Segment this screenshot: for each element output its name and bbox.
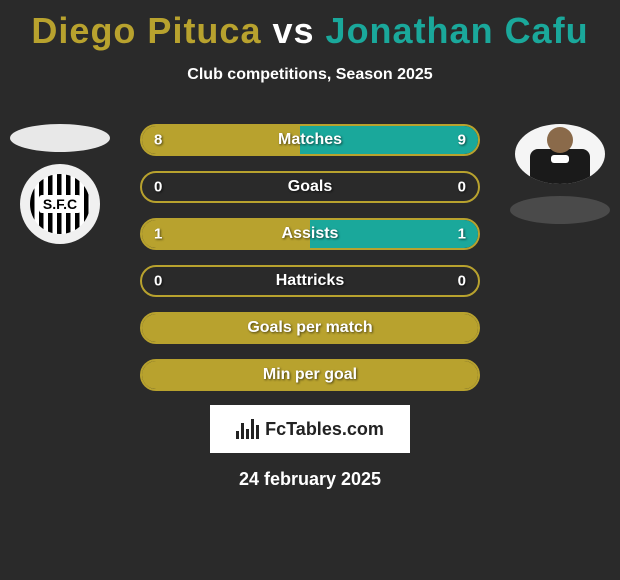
stat-value-left: 0 — [154, 179, 162, 196]
stat-value-left: 8 — [154, 132, 162, 149]
subtitle: Club competitions, Season 2025 — [0, 66, 620, 84]
stat-value-right: 9 — [458, 132, 466, 149]
player1-photo-placeholder — [10, 124, 110, 152]
player-silhouette-icon — [530, 149, 590, 184]
player2-club-placeholder — [510, 196, 610, 224]
stat-value-right: 1 — [458, 226, 466, 243]
stat-fill-left — [142, 126, 300, 154]
stat-label: Min per goal — [263, 366, 357, 384]
player1-name: Diego Pituca — [31, 10, 261, 51]
stat-row: 8 9 Matches — [140, 124, 480, 156]
stat-row: Min per goal — [140, 359, 480, 391]
vs-text: vs — [272, 10, 314, 51]
left-side-column: S.F.C — [10, 124, 110, 244]
stat-value-right: 0 — [458, 179, 466, 196]
stat-bars-container: 8 9 Matches 0 0 Goals 1 1 Assists 0 0 Hattricks Goal… — [140, 124, 480, 391]
player1-club-badge: S.F.C — [20, 164, 100, 244]
player2-photo — [515, 124, 605, 184]
stat-row: 0 0 Hattricks — [140, 265, 480, 297]
brand-chart-icon — [236, 419, 259, 439]
stat-value-left: 0 — [154, 273, 162, 290]
branding-box: FcTables.com — [210, 405, 410, 453]
stat-label: Assists — [282, 225, 339, 243]
date-text: 24 february 2025 — [0, 469, 620, 490]
stat-label: Goals per match — [247, 319, 372, 337]
comparison-title: Diego Pituca vs Jonathan Cafu — [0, 0, 620, 52]
stat-label: Hattricks — [276, 272, 344, 290]
content-area: S.F.C 8 9 Matches 0 0 Goals 1 1 Assists 0 0 Hattric… — [0, 124, 620, 490]
stat-row: 1 1 Assists — [140, 218, 480, 250]
right-side-column — [510, 124, 610, 224]
stat-value-left: 1 — [154, 226, 162, 243]
branding-text: FcTables.com — [265, 419, 384, 440]
stat-label: Matches — [278, 131, 342, 149]
stat-value-right: 0 — [458, 273, 466, 290]
stat-row: 0 0 Goals — [140, 171, 480, 203]
player2-name: Jonathan Cafu — [326, 10, 589, 51]
club-badge-text: S.F.C — [39, 195, 81, 213]
stat-label: Goals — [288, 178, 332, 196]
stat-row: Goals per match — [140, 312, 480, 344]
